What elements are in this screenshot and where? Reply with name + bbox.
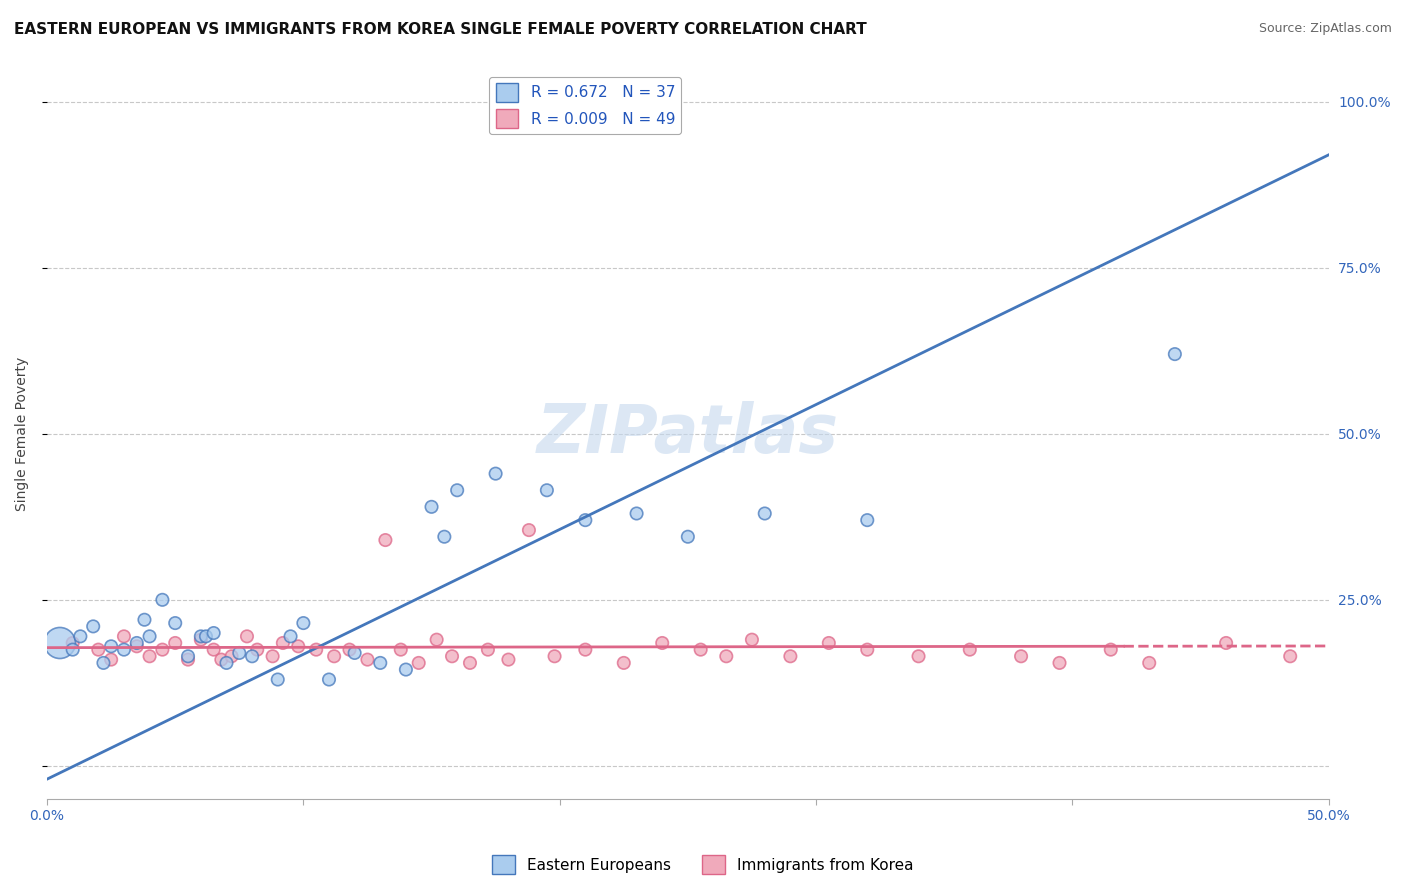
Point bbox=[240, 649, 263, 664]
Point bbox=[62, 636, 84, 650]
Point bbox=[446, 483, 468, 498]
Point bbox=[202, 642, 225, 657]
Point bbox=[1164, 347, 1187, 361]
Point bbox=[202, 626, 225, 640]
Point bbox=[441, 649, 464, 664]
Text: Source: ZipAtlas.com: Source: ZipAtlas.com bbox=[1258, 22, 1392, 36]
Point bbox=[1137, 656, 1160, 670]
Point bbox=[69, 629, 91, 643]
Point bbox=[228, 646, 250, 660]
Point bbox=[236, 629, 259, 643]
Point bbox=[165, 616, 187, 631]
Point bbox=[190, 632, 212, 647]
Y-axis label: Single Female Poverty: Single Female Poverty bbox=[15, 357, 30, 511]
Point bbox=[194, 629, 217, 643]
Point bbox=[1215, 636, 1237, 650]
Point bbox=[93, 656, 115, 670]
Point bbox=[165, 636, 187, 650]
Point bbox=[420, 500, 443, 514]
Point bbox=[1279, 649, 1302, 664]
Point bbox=[134, 613, 156, 627]
Legend: Eastern Europeans, Immigrants from Korea: Eastern Europeans, Immigrants from Korea bbox=[486, 849, 920, 880]
Point bbox=[177, 649, 200, 664]
Point bbox=[1010, 649, 1032, 664]
Point bbox=[112, 642, 135, 657]
Point bbox=[856, 642, 879, 657]
Point bbox=[287, 640, 309, 654]
Point bbox=[323, 649, 346, 664]
Point bbox=[280, 629, 302, 643]
Point bbox=[536, 483, 558, 498]
Point bbox=[689, 642, 711, 657]
Point bbox=[267, 673, 290, 687]
Point bbox=[152, 642, 174, 657]
Point bbox=[959, 642, 981, 657]
Point bbox=[574, 513, 596, 527]
Point bbox=[138, 629, 160, 643]
Point bbox=[209, 652, 232, 666]
Point bbox=[62, 642, 84, 657]
Point bbox=[100, 640, 122, 654]
Point bbox=[343, 646, 366, 660]
Point bbox=[517, 523, 540, 537]
Point bbox=[292, 616, 315, 631]
Point bbox=[87, 642, 110, 657]
Point bbox=[339, 642, 361, 657]
Point bbox=[426, 632, 449, 647]
Point bbox=[49, 636, 72, 650]
Point bbox=[82, 619, 104, 633]
Point bbox=[484, 467, 506, 481]
Point bbox=[716, 649, 738, 664]
Text: ZIPatlas: ZIPatlas bbox=[537, 401, 839, 467]
Point bbox=[626, 507, 648, 521]
Point bbox=[215, 656, 238, 670]
Point bbox=[1049, 656, 1071, 670]
Point bbox=[138, 649, 160, 664]
Point bbox=[613, 656, 636, 670]
Point bbox=[271, 636, 294, 650]
Point bbox=[246, 642, 269, 657]
Text: EASTERN EUROPEAN VS IMMIGRANTS FROM KOREA SINGLE FEMALE POVERTY CORRELATION CHAR: EASTERN EUROPEAN VS IMMIGRANTS FROM KORE… bbox=[14, 22, 868, 37]
Point bbox=[262, 649, 284, 664]
Point bbox=[305, 642, 328, 657]
Point bbox=[754, 507, 776, 521]
Point bbox=[779, 649, 801, 664]
Point bbox=[907, 649, 929, 664]
Point bbox=[112, 629, 135, 643]
Point bbox=[498, 652, 520, 666]
Point bbox=[356, 652, 378, 666]
Point bbox=[1099, 642, 1122, 657]
Point bbox=[458, 656, 481, 670]
Point bbox=[177, 652, 200, 666]
Point bbox=[152, 592, 174, 607]
Point bbox=[433, 530, 456, 544]
Point bbox=[374, 533, 396, 547]
Point bbox=[543, 649, 565, 664]
Point bbox=[651, 636, 673, 650]
Point bbox=[574, 642, 596, 657]
Point bbox=[676, 530, 699, 544]
Point bbox=[395, 663, 418, 677]
Point bbox=[100, 652, 122, 666]
Point bbox=[125, 640, 148, 654]
Point bbox=[477, 642, 499, 657]
Point bbox=[221, 649, 243, 664]
Point bbox=[318, 673, 340, 687]
Point bbox=[190, 629, 212, 643]
Legend: R = 0.672   N = 37, R = 0.009   N = 49: R = 0.672 N = 37, R = 0.009 N = 49 bbox=[489, 77, 682, 134]
Point bbox=[817, 636, 839, 650]
Point bbox=[368, 656, 391, 670]
Point bbox=[125, 636, 148, 650]
Point bbox=[856, 513, 879, 527]
Point bbox=[389, 642, 412, 657]
Point bbox=[408, 656, 430, 670]
Point bbox=[741, 632, 763, 647]
